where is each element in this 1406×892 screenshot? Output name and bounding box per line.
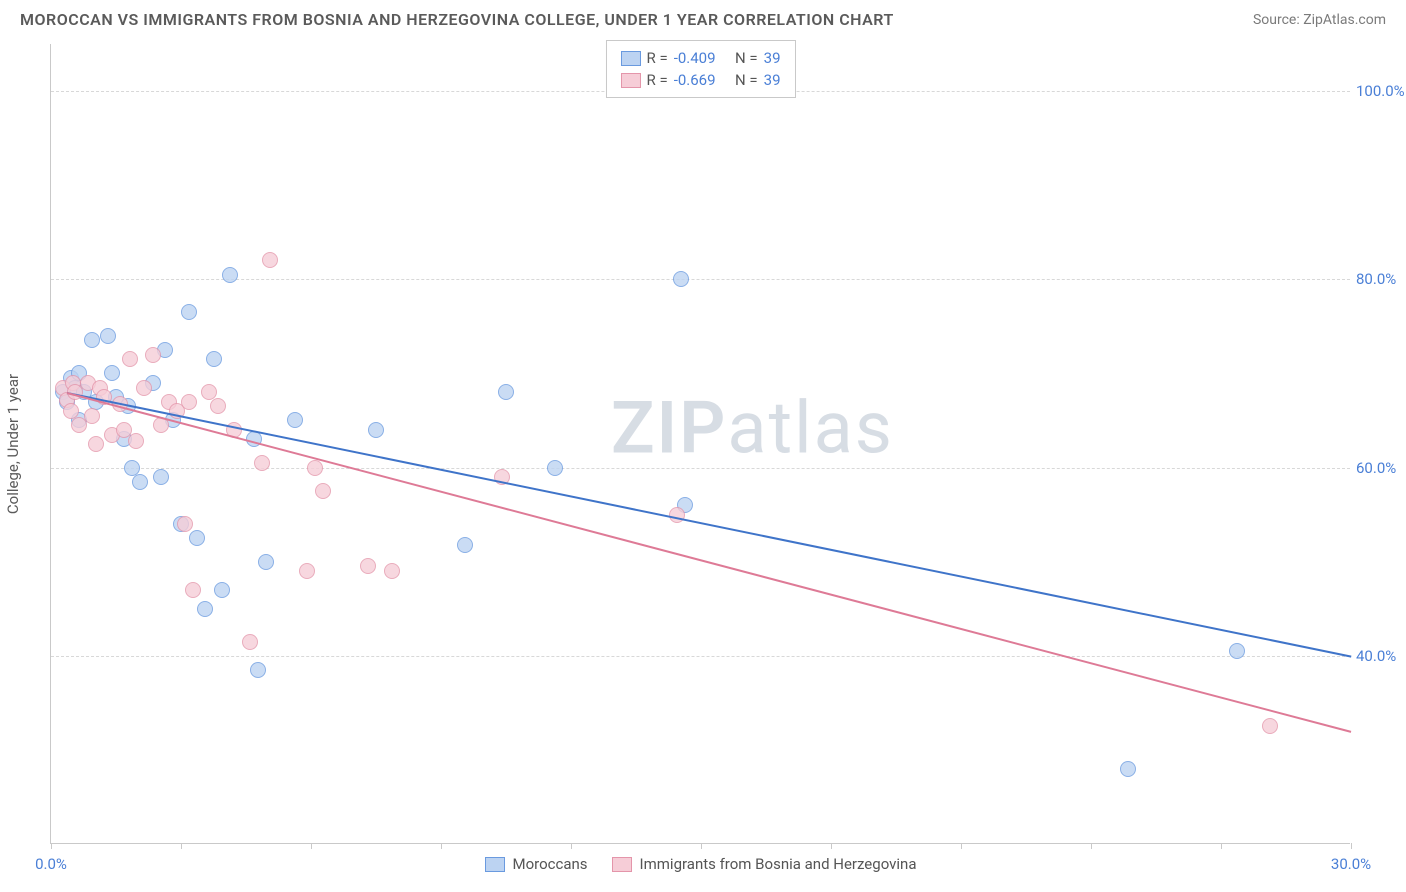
x-tick [51,843,52,849]
n-value-bosnia: 39 [764,71,781,89]
legend-item-bosnia: Immigrants from Bosnia and Herzegovina [612,855,917,873]
legend-swatch-moroccans [485,857,505,872]
r-label: R = [646,49,667,67]
x-tick-label: 0.0% [35,855,67,873]
r-value-bosnia: -0.669 [674,71,716,89]
x-tick [961,843,962,849]
x-tick [571,843,572,849]
legend-item-moroccans: Moroccans [485,855,588,873]
legend-label-bosnia: Immigrants from Bosnia and Herzegovina [640,855,917,873]
x-tick [441,843,442,849]
r-value-moroccans: -0.409 [674,49,716,67]
y-tick-label: 80.0% [1350,270,1406,288]
x-tick [311,843,312,849]
x-tick [1091,843,1092,849]
chart-title: MOROCCAN VS IMMIGRANTS FROM BOSNIA AND H… [20,10,894,29]
chart-container: College, Under 1 year ZIPatlas R = -0.40… [50,44,1386,844]
source-name: ZipAtlas.com [1303,12,1386,28]
x-tick [831,843,832,849]
y-tick-label: 100.0% [1350,82,1406,100]
x-tick [1221,843,1222,849]
n-label: N = [735,49,758,67]
legend-correlation: R = -0.409 N = 39 R = -0.669 N = 39 [605,40,795,98]
y-tick-label: 40.0% [1350,647,1406,665]
y-axis-title: College, Under 1 year [4,373,22,513]
lines-layer [51,44,1350,843]
x-tick [181,843,182,849]
trend-line-moroccans [67,392,1351,657]
legend-swatch-moroccans [620,51,640,66]
source-prefix: Source: [1253,12,1303,28]
x-tick [1351,843,1352,849]
legend-swatch-bosnia [612,857,632,872]
n-label: N = [735,71,758,89]
y-tick-label: 60.0% [1350,459,1406,477]
legend-label-moroccans: Moroccans [513,855,588,873]
chart-source: Source: ZipAtlas.com [1253,12,1386,28]
legend-series: Moroccans Immigrants from Bosnia and Her… [51,855,1350,873]
plot-area: College, Under 1 year ZIPatlas R = -0.40… [50,44,1350,844]
r-label: R = [646,71,667,89]
n-value-moroccans: 39 [764,49,781,67]
x-tick-label: 30.0% [1331,855,1371,873]
legend-row-bosnia: R = -0.669 N = 39 [620,69,780,91]
legend-row-moroccans: R = -0.409 N = 39 [620,47,780,69]
x-tick [701,843,702,849]
trend-line-bosnia [67,392,1351,733]
chart-header: MOROCCAN VS IMMIGRANTS FROM BOSNIA AND H… [0,0,1406,35]
legend-swatch-bosnia [620,73,640,88]
